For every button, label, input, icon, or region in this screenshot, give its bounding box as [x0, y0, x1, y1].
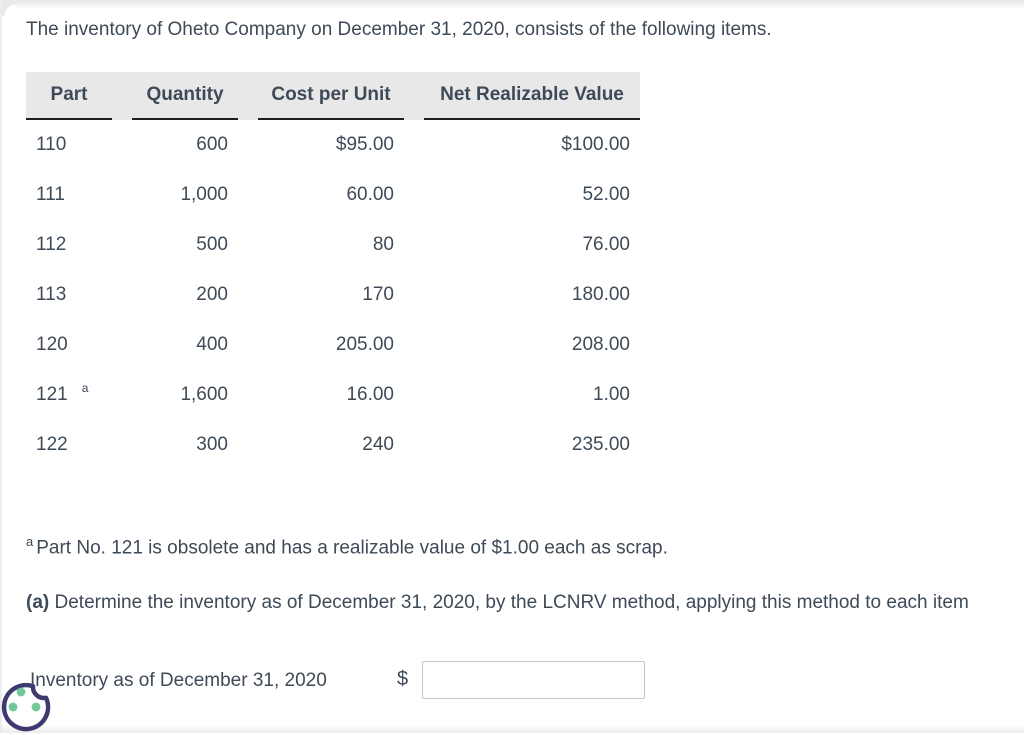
- card-rounded-corner: [0, 0, 16, 16]
- cell-cost: $95.00: [335, 134, 394, 155]
- cell-nrv: 235.00: [571, 434, 630, 455]
- cell-part: 122: [36, 434, 68, 455]
- cell-nrv: 52.00: [582, 184, 630, 205]
- cell-cost: 80: [372, 234, 394, 255]
- cell-part: 110: [36, 134, 67, 155]
- cell-quantity: 1,600: [180, 384, 228, 405]
- inventory-table-header-row: Part Quantity Cost per Unit Net Realizab…: [26, 72, 640, 120]
- table-row: 120 400 205.00 208.00: [26, 320, 640, 370]
- cell-quantity: 200: [196, 284, 228, 305]
- cell-nrv: $100.00: [561, 134, 630, 155]
- cell-cost: 16.00: [346, 384, 394, 405]
- cell-quantity: 300: [196, 434, 228, 455]
- cookie-outline: [1, 682, 51, 732]
- question-a: (a) Determine the inventory as of Decemb…: [26, 592, 1024, 614]
- table-row: 122 300 240 235.00: [26, 420, 640, 470]
- cell-nrv: 208.00: [571, 334, 630, 355]
- footnote-marker: a: [26, 534, 34, 549]
- cell-quantity: 600: [196, 134, 228, 155]
- cell-quantity: 500: [196, 234, 228, 255]
- column-header-cost-per-unit: Cost per Unit: [258, 72, 404, 120]
- footnote: a Part No. 121 is obsolete and has a real…: [26, 534, 668, 559]
- problem-intro-text: The inventory of Oheto Company on Decemb…: [26, 19, 772, 40]
- footnote-text: Part No. 121 is obsolete and has a reali…: [36, 537, 668, 559]
- cell-quantity: 400: [196, 334, 228, 355]
- cell-part: 113: [36, 284, 67, 305]
- currency-symbol: $: [397, 668, 409, 690]
- cell-nrv: 1.00: [593, 384, 630, 405]
- inventory-table: Part Quantity Cost per Unit Net Realizab…: [26, 72, 640, 470]
- column-header-part: Part: [26, 72, 112, 120]
- table-row: 112 500 80 76.00: [26, 220, 640, 270]
- cookie-dot: [8, 702, 18, 712]
- table-row: 121 a 1,600 16.00 1.00: [26, 370, 640, 420]
- cell-cost: 170: [362, 284, 394, 305]
- cell-nrv: 180.00: [571, 284, 630, 305]
- question-text: Determine the inventory as of December 3…: [54, 592, 969, 613]
- cell-quantity: 1,000: [180, 184, 228, 205]
- cell-part: 121 a: [26, 370, 112, 420]
- page-bottom-edge: [0, 725, 1024, 733]
- page-top-edge: [0, 0, 1024, 9]
- cell-part: 111: [36, 184, 65, 205]
- cell-nrv: 76.00: [582, 234, 630, 255]
- table-row: 113 200 170 180.00: [26, 270, 640, 320]
- cell-part: 112: [36, 234, 67, 255]
- question-label: (a): [26, 592, 50, 613]
- cell-part: 120: [36, 334, 68, 355]
- column-header-net-realizable-value: Net Realizable Value: [424, 72, 640, 120]
- page-left-edge: [0, 0, 2, 733]
- cookie-dot: [16, 687, 26, 697]
- part-number: 121: [36, 384, 68, 405]
- answer-label: Inventory as of December 31, 2020: [30, 670, 327, 691]
- footnote-reference: a: [81, 381, 89, 395]
- inventory-answer-input[interactable]: [422, 661, 645, 699]
- table-row: 110 600 $95.00 $100.00: [26, 120, 640, 170]
- cell-cost: 205.00: [335, 334, 394, 355]
- table-row: 111 1,000 60.00 52.00: [26, 170, 640, 220]
- cell-cost: 240: [362, 434, 394, 455]
- cookie-consent-icon[interactable]: [0, 677, 56, 735]
- cookie-dot: [31, 702, 41, 712]
- column-header-quantity: Quantity: [132, 72, 238, 120]
- cell-cost: 60.00: [346, 184, 394, 205]
